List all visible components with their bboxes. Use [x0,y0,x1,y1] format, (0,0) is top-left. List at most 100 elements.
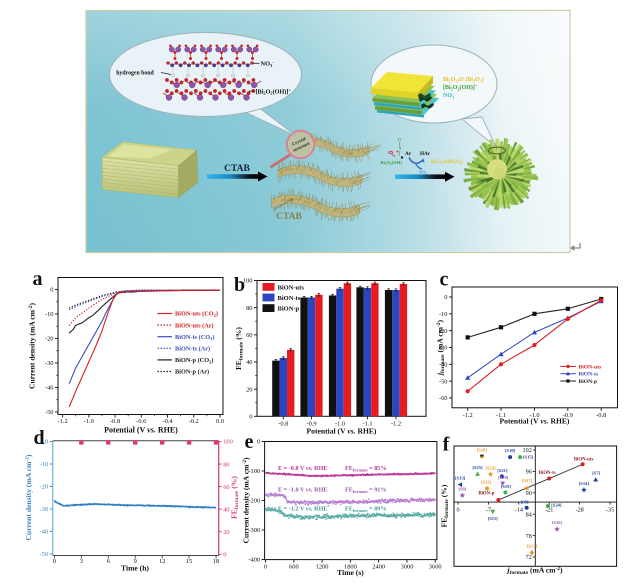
svg-text:[S12]: [S12] [527,544,538,549]
svg-text:Current density (mA cm-2): Current density (mA cm-2) [242,457,251,544]
svg-text:-28: -28 [575,507,583,514]
svg-text:E = -1.0 V vs. RHE: E = -1.0 V vs. RHE [278,487,328,494]
svg-text:-14: -14 [515,507,523,514]
svg-text:Bi2O2,O(Bi2O3): Bi2O2,O(Bi2O3) [431,160,463,165]
svg-text:0: 0 [45,439,48,446]
svg-text:20: 20 [246,386,252,393]
svg-text:-40: -40 [40,529,49,536]
svg-text:-0.6: -0.6 [136,418,146,425]
svg-text:[S17]: [S17] [522,478,533,483]
svg-text:[S8]: [S8] [458,486,466,491]
svg-text:-20: -20 [45,336,54,343]
svg-text:-0.4: -0.4 [162,418,173,425]
svg-text:-10: -10 [439,311,448,318]
svg-text:-40: -40 [45,385,54,392]
svg-text:80: 80 [223,461,229,468]
svg-text:-0.8: -0.8 [596,412,606,419]
svg-text:BiON-uts: BiON-uts [278,285,305,292]
svg-text:[S14]: [S14] [579,481,590,486]
svg-text:[S15]: [S15] [523,455,534,460]
svg-text:BiON-ts (CO2): BiON-ts (CO2) [175,334,214,341]
svg-text:[S22]: [S22] [481,480,492,485]
svg-text:0: 0 [53,558,56,565]
svg-text:BiON-uts: BiON-uts [579,364,603,370]
svg-text:0: 0 [456,507,459,514]
svg-text:Time (s): Time (s) [337,568,364,577]
svg-text:e: e [245,431,254,453]
svg-text:78: 78 [526,533,532,540]
svg-text:BiON-uts: BiON-uts [574,457,594,462]
svg-text:[S24]: [S24] [551,503,562,508]
svg-text:[S11]: [S11] [488,516,498,521]
svg-text:[S23]: [S23] [485,465,496,470]
svg-text:[Bi2O2(OH)]+: [Bi2O2(OH)]+ [256,87,292,95]
svg-text:-0.8: -0.8 [278,420,288,427]
svg-text:[S18]: [S18] [477,447,488,452]
svg-text:-50: -50 [40,551,49,558]
svg-text:E = -0.8 V vs. RHE: E = -0.8 V vs. RHE [278,465,328,472]
svg-text:-50: -50 [45,409,54,416]
svg-text:3600: 3600 [429,564,442,571]
svg-text:b: b [234,274,245,296]
svg-text:HAr: HAr [420,151,431,157]
svg-text:BiON-ts: BiON-ts [539,471,556,476]
svg-text:-400: -400 [248,557,260,564]
svg-text:20: 20 [223,529,229,536]
svg-text:CTAB: CTAB [224,164,250,174]
svg-text:CTAB: CTAB [276,212,302,222]
svg-text:[S7]: [S7] [592,471,600,476]
svg-text:[S25]: [S25] [472,465,483,470]
svg-text:-0.8: -0.8 [110,418,120,425]
svg-text:0: 0 [444,294,447,301]
svg-text:BiON-ts: BiON-ts [278,295,301,302]
svg-text:BiON-uts (Ar): BiON-uts (Ar) [175,322,214,329]
svg-text:-60: -60 [439,395,448,402]
svg-text:1200: 1200 [316,564,329,571]
svg-text:N: N [399,147,402,151]
svg-text:E = -1.2 V vs. RHE: E = -1.2 V vs. RHE [278,506,328,513]
svg-text:96: 96 [526,469,532,476]
svg-text:BiON-uts (CO2): BiON-uts (CO2) [175,311,218,318]
svg-text:600: 600 [289,564,299,571]
svg-text:0: 0 [249,414,252,421]
svg-text:Current density (mA cm-2): Current density (mA cm-2) [28,303,37,390]
svg-text:2400: 2400 [372,564,385,571]
svg-text:f: f [443,434,450,456]
svg-text:Current density (mA cm-2): Current density (mA cm-2) [24,454,33,541]
svg-text:[S21]: [S21] [497,468,508,473]
svg-text:3000: 3000 [401,564,414,571]
svg-text:-30: -30 [45,360,54,367]
svg-text:0.0: 0.0 [216,418,224,425]
svg-text:[S20]: [S20] [498,475,509,480]
svg-text:40: 40 [246,359,252,366]
svg-text:Time (h): Time (h) [121,563,149,572]
svg-text:BiON-p (CO2): BiON-p (CO2) [175,357,213,364]
svg-text:84: 84 [526,511,532,518]
svg-text:102: 102 [523,447,532,454]
svg-text:BiON-p: BiON-p [579,379,598,385]
svg-text:BiON-p (Ar): BiON-p (Ar) [175,369,209,376]
svg-text:6: 6 [107,558,110,565]
svg-text:60: 60 [246,332,252,339]
svg-text:0: 0 [223,552,226,559]
svg-text:-1.2: -1.2 [58,418,68,425]
svg-text:[S9]: [S9] [521,499,529,504]
svg-text:0: 0 [264,564,267,571]
svg-text:a: a [33,268,43,290]
svg-text:[S19]: [S19] [501,484,512,489]
svg-text:Potential (V vs. RHE): Potential (V vs. RHE) [104,425,178,434]
svg-text:Potential (V vs. RHE): Potential (V vs. RHE) [307,427,377,436]
svg-text:BiON-p: BiON-p [278,306,300,313]
svg-text:18: 18 [213,558,219,565]
svg-text:[S13]: [S13] [455,476,466,481]
svg-text:-7: -7 [486,507,491,514]
svg-text:-10: -10 [40,461,49,468]
svg-text:-20: -20 [40,484,49,491]
svg-text:-1.2: -1.2 [463,412,473,419]
svg-text:c: c [440,269,449,291]
svg-text:3: 3 [80,558,83,565]
svg-text:[S10]: [S10] [505,448,516,453]
svg-text:hydrogen bond: hydrogen bond [116,71,154,77]
svg-text:-1.2: -1.2 [391,420,401,427]
svg-text:d: d [33,427,44,449]
